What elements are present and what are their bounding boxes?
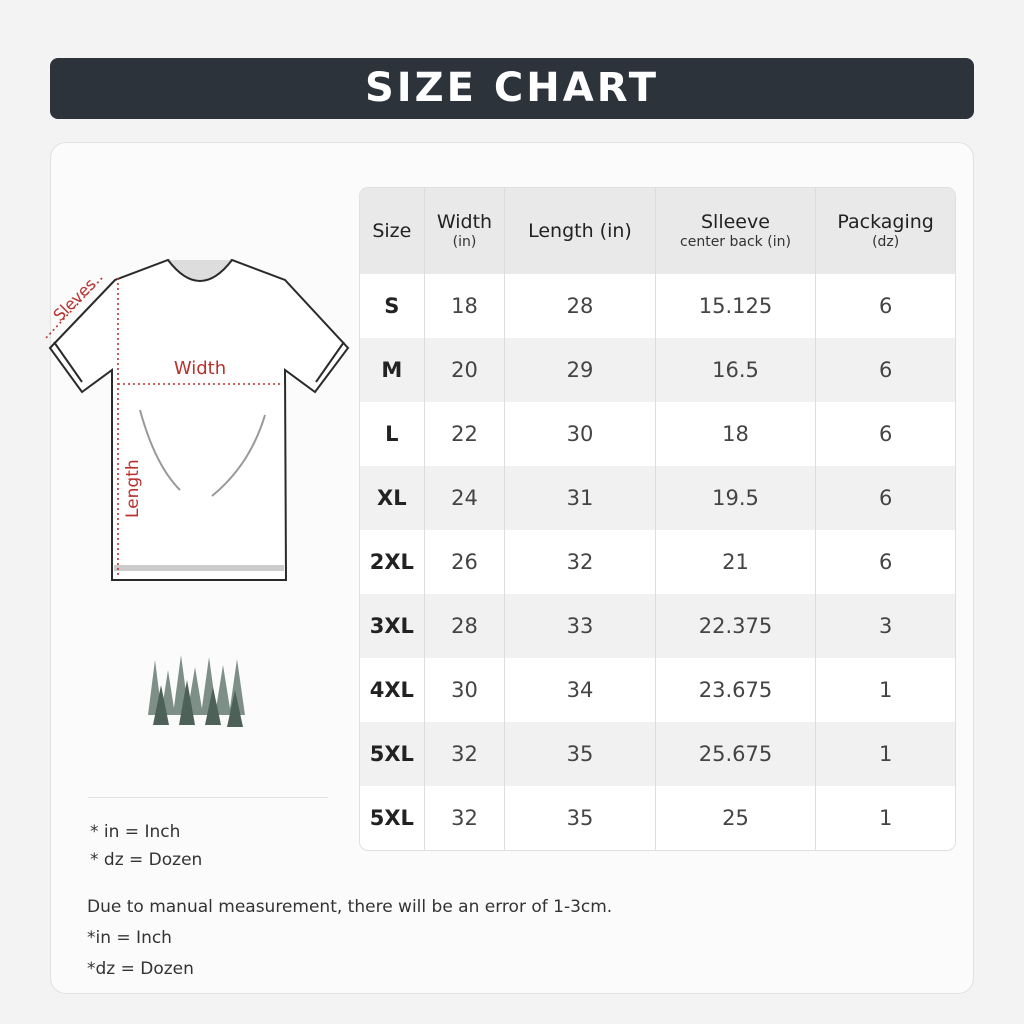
footer-dozen: *dz = Dozen bbox=[87, 959, 194, 979]
sleeve-cell: 25.675 bbox=[655, 722, 817, 786]
header-length: Length (in) bbox=[504, 188, 656, 274]
table-row: L 22 30 18 6 bbox=[360, 402, 955, 466]
length-cell: 29 bbox=[504, 338, 656, 402]
table-row: XL 24 31 19.5 6 bbox=[360, 466, 955, 530]
width-label: Width bbox=[174, 358, 226, 379]
length-cell: 35 bbox=[504, 786, 656, 850]
length-cell: 30 bbox=[504, 402, 656, 466]
header-sleeve: Slleeve center back (in) bbox=[655, 188, 817, 274]
size-cell: 5XL bbox=[360, 786, 425, 850]
size-cell: 4XL bbox=[360, 658, 425, 722]
packaging-cell: 3 bbox=[815, 594, 955, 658]
tshirt-diagram: Width Length Sleves bbox=[45, 258, 350, 581]
size-cell: XL bbox=[360, 466, 425, 530]
sleeve-measure-line bbox=[45, 277, 103, 339]
width-cell: 18 bbox=[424, 274, 506, 338]
size-table: Size Width (in) Length (in) Slleeve center… bbox=[359, 187, 956, 851]
divider bbox=[88, 797, 328, 798]
legend-dozen: * dz = Dozen bbox=[90, 850, 203, 870]
length-cell: 34 bbox=[504, 658, 656, 722]
size-cell: M bbox=[360, 338, 425, 402]
table-row: 5XL 32 35 25.675 1 bbox=[360, 722, 955, 786]
header-width: Width (in) bbox=[424, 188, 506, 274]
packaging-cell: 6 bbox=[878, 550, 893, 574]
width-cell: 30 bbox=[424, 658, 506, 722]
width-cell: 32 bbox=[424, 722, 506, 786]
sleeve-cell: 15.125 bbox=[655, 274, 817, 338]
legend-inch: * in = Inch bbox=[90, 822, 181, 842]
width-cell: 32 bbox=[424, 786, 506, 850]
width-cell: 22 bbox=[424, 402, 506, 466]
packaging-cell: 6 bbox=[815, 466, 955, 530]
size-cell: 2XL bbox=[360, 530, 425, 594]
size-chart-title: SIZE CHART bbox=[50, 58, 974, 119]
length-cell: 32 bbox=[504, 530, 656, 594]
header-packaging: Packaging (dz) bbox=[815, 188, 955, 274]
length-cell: 28 bbox=[504, 274, 656, 338]
sleeve-cell: 23.675 bbox=[655, 658, 817, 722]
measurement-note: Due to manual measurement, there will be… bbox=[87, 897, 613, 917]
table-row: 5XL 32 35 25 1 bbox=[360, 786, 955, 850]
forest-print-image bbox=[148, 655, 245, 727]
length-label: Length bbox=[123, 459, 143, 518]
packaging-cell: 6 bbox=[878, 294, 893, 318]
abbreviation-legend: * in = Inch * dz = Dozen bbox=[90, 818, 202, 874]
size-cell: L bbox=[360, 402, 425, 466]
footer-notes: Due to manual measurement, there will be… bbox=[87, 892, 612, 985]
width-cell: 26 bbox=[424, 530, 506, 594]
packaging-cell: 1 bbox=[878, 678, 893, 702]
sleeve-cell: 22.375 bbox=[655, 594, 817, 658]
footer-inch: *in = Inch bbox=[87, 928, 172, 948]
sleeve-cell: 18 bbox=[655, 402, 817, 466]
size-cell: 5XL bbox=[360, 722, 425, 786]
packaging-cell: 1 bbox=[815, 722, 955, 786]
table-row: 2XL 26 32 21 6 bbox=[360, 530, 955, 594]
sleeve-cell: 19.5 bbox=[655, 466, 817, 530]
tshirt-icon bbox=[48, 258, 350, 581]
length-cell: 35 bbox=[504, 722, 656, 786]
packaging-cell: 6 bbox=[815, 338, 955, 402]
table-row: 4XL 30 34 23.675 1 bbox=[360, 658, 955, 722]
length-cell: 33 bbox=[504, 594, 656, 658]
sleeve-cell: 16.5 bbox=[655, 338, 817, 402]
size-cell: S bbox=[360, 274, 425, 338]
sleeve-cell: 21 bbox=[655, 530, 817, 594]
table-row: M 20 29 16.5 6 bbox=[360, 338, 955, 402]
width-cell: 28 bbox=[424, 594, 506, 658]
packaging-cell: 6 bbox=[878, 422, 893, 446]
width-cell: 20 bbox=[424, 338, 506, 402]
packaging-cell: 1 bbox=[878, 806, 893, 830]
table-row: 3XL 28 33 22.375 3 bbox=[360, 594, 955, 658]
length-cell: 31 bbox=[504, 466, 656, 530]
width-cell: 24 bbox=[424, 466, 506, 530]
sleeve-cell: 25 bbox=[655, 786, 817, 850]
table-row: S 18 28 15.125 6 bbox=[360, 274, 955, 338]
size-cell: 3XL bbox=[360, 594, 425, 658]
header-size: Size bbox=[360, 188, 425, 274]
